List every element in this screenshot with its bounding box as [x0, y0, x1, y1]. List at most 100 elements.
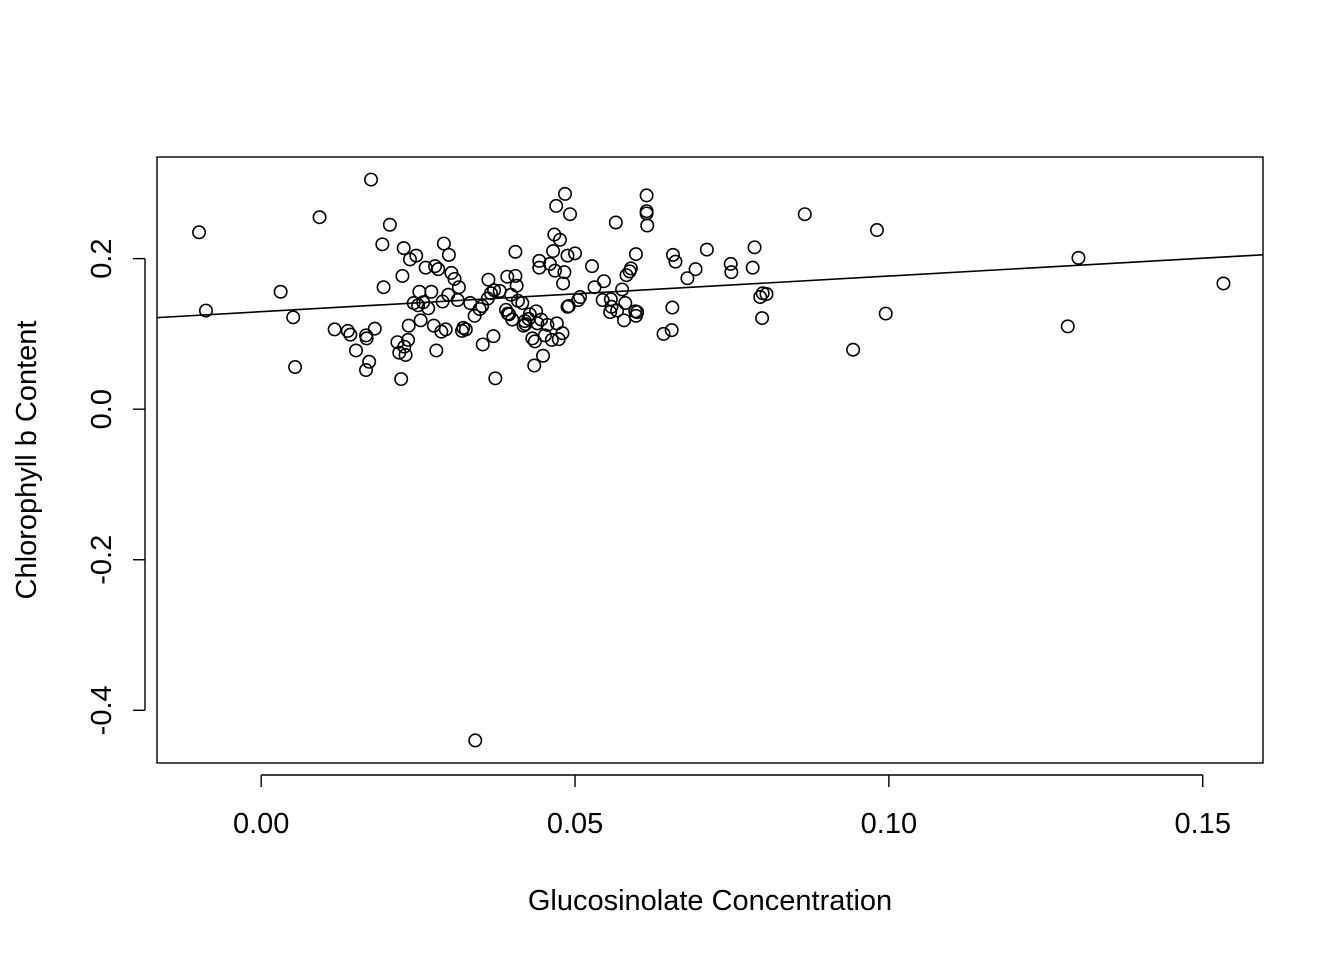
data-point	[312, 210, 327, 225]
data-point	[367, 321, 382, 336]
data-point	[587, 280, 602, 295]
data-point	[376, 280, 391, 295]
x-tick-label: 0.00	[233, 808, 289, 840]
data-point	[456, 320, 471, 335]
data-point	[563, 207, 578, 222]
data-point	[273, 284, 288, 299]
data-point	[560, 248, 575, 263]
y-axis-label: Chlorophyll b Content	[11, 321, 43, 600]
data-point	[394, 372, 409, 387]
data-point	[549, 198, 564, 213]
data-point	[527, 358, 542, 373]
data-point	[359, 331, 374, 346]
data-point	[665, 247, 680, 262]
y-tick-label: 0.2	[86, 238, 118, 278]
y-tick-label: -0.2	[86, 535, 118, 585]
data-point	[525, 331, 540, 346]
data-point	[745, 260, 760, 275]
data-point	[759, 287, 774, 302]
data-point	[421, 301, 436, 316]
data-point	[556, 276, 571, 291]
data-point	[610, 303, 625, 318]
data-point	[540, 317, 555, 332]
data-point	[555, 326, 570, 341]
data-point	[536, 348, 551, 363]
data-point	[532, 253, 547, 268]
data-point	[755, 311, 770, 326]
data-point	[664, 323, 679, 338]
data-point	[619, 268, 634, 283]
data-point	[584, 259, 599, 274]
data-point	[382, 217, 397, 232]
data-point	[753, 290, 768, 305]
data-point	[1060, 319, 1075, 334]
data-point	[668, 254, 683, 269]
data-point	[481, 272, 496, 287]
data-point	[628, 247, 643, 262]
data-point	[451, 280, 466, 295]
data-point	[537, 328, 552, 343]
data-point	[431, 262, 446, 277]
data-point	[409, 248, 424, 263]
data-point	[458, 322, 473, 337]
data-point	[665, 300, 680, 315]
x-tick-label: 0.10	[861, 808, 917, 840]
data-point	[603, 292, 618, 307]
data-point	[509, 278, 524, 293]
data-point	[483, 286, 498, 301]
data-point	[623, 261, 638, 276]
data-point	[395, 268, 410, 283]
data-point	[436, 236, 451, 251]
data-point	[396, 241, 411, 256]
data-point	[429, 343, 444, 358]
data-point	[390, 335, 405, 350]
data-points	[192, 172, 1231, 748]
y-tick-label: -0.4	[86, 685, 118, 735]
data-point	[488, 371, 503, 386]
data-point	[1216, 276, 1231, 291]
data-point	[348, 343, 363, 358]
data-point	[286, 310, 301, 325]
data-point	[375, 237, 390, 252]
data-point	[656, 326, 671, 341]
data-point	[359, 363, 374, 378]
data-point	[568, 246, 583, 261]
data-point	[500, 269, 515, 284]
data-point	[547, 263, 562, 278]
data-point	[401, 332, 416, 347]
data-point	[447, 271, 462, 286]
data-point	[515, 296, 530, 311]
data-point	[699, 242, 714, 257]
data-point	[288, 360, 303, 375]
data-point	[327, 322, 342, 337]
data-point	[618, 296, 633, 311]
data-point	[608, 215, 623, 230]
data-point	[688, 262, 703, 277]
data-point	[343, 327, 358, 342]
data-point	[397, 339, 412, 354]
data-point	[546, 244, 561, 259]
data-point	[558, 186, 573, 201]
data-point	[472, 302, 487, 317]
data-point	[401, 318, 416, 333]
data-point	[869, 223, 884, 238]
data-point	[630, 305, 645, 320]
data-point	[198, 303, 213, 318]
data-point	[573, 290, 588, 305]
data-point	[530, 316, 545, 331]
data-point	[724, 265, 739, 280]
regression-line	[156, 253, 1264, 319]
x-tick-label: 0.05	[547, 808, 603, 840]
data-point	[475, 337, 490, 352]
data-point	[723, 256, 738, 271]
data-point	[680, 271, 695, 286]
data-point	[340, 323, 355, 338]
data-point	[552, 232, 567, 247]
data-point	[364, 172, 379, 187]
data-point	[424, 284, 439, 299]
x-tick-label: 0.15	[1175, 808, 1231, 840]
data-point	[640, 218, 655, 233]
data-point	[487, 283, 502, 298]
data-point	[557, 265, 572, 280]
data-point	[508, 268, 523, 283]
